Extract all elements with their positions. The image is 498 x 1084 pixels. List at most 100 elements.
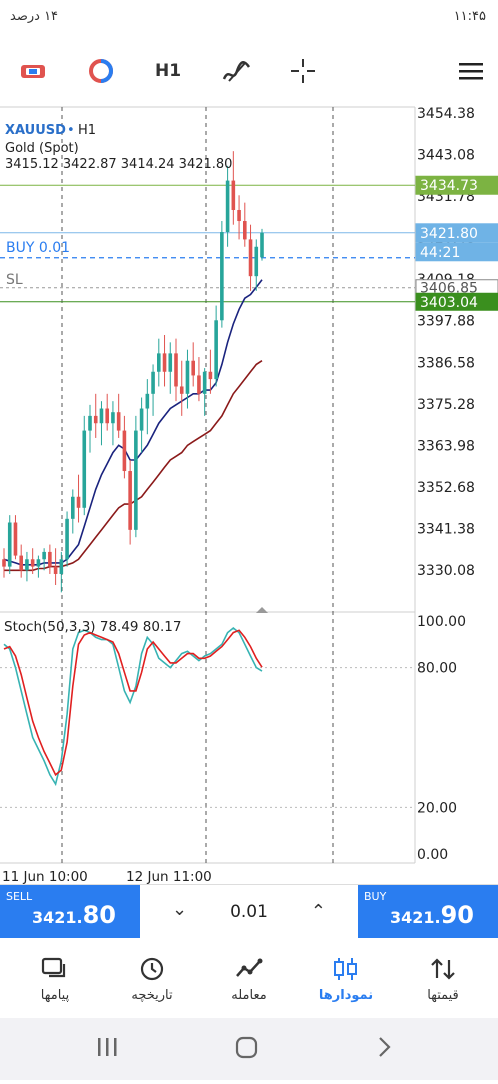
candle-body	[116, 412, 121, 431]
candle-body	[202, 371, 207, 394]
candle	[162, 334, 167, 387]
candle	[71, 489, 75, 534]
charts-icon	[334, 958, 357, 980]
candle	[42, 548, 46, 571]
home-button[interactable]	[235, 1036, 258, 1059]
candle-body	[93, 415, 98, 424]
nav-messages[interactable]: پیامها	[5, 938, 105, 1018]
candle-body	[231, 180, 236, 210]
candle	[53, 548, 58, 586]
candle	[76, 474, 81, 523]
menu-button[interactable]	[456, 55, 486, 87]
nav-trade[interactable]: معامله	[199, 938, 299, 1018]
sell-button[interactable]: SELL 3421.80	[0, 885, 140, 938]
candle-body	[30, 559, 35, 567]
nav-history-label: تاریخچه	[131, 988, 173, 1003]
candle-body	[145, 393, 150, 409]
candle	[220, 221, 224, 328]
candle-body	[99, 408, 104, 424]
buy-button[interactable]: BUY 3421.90	[358, 885, 498, 938]
candle	[59, 551, 64, 593]
candle-body	[260, 232, 264, 258]
price-tick-label: 3397.88	[417, 314, 475, 330]
candle-body	[248, 239, 253, 277]
candle-body	[76, 496, 81, 508]
candle-body	[220, 232, 224, 321]
status-bar: ۱۱:۴۵ ۱۴ درصد	[0, 0, 498, 38]
price-chart[interactable]: 3454.383443.083431.783420.483409.183397.…	[0, 105, 498, 885]
candle	[13, 515, 18, 560]
period-label: H1	[78, 123, 96, 138]
nav-messages-label: پیامها	[40, 988, 70, 1003]
ma-fast-line	[3, 279, 263, 566]
candle	[214, 305, 218, 387]
candle-body	[237, 209, 241, 222]
pane-resize-handle[interactable]	[256, 607, 268, 613]
candle	[243, 202, 247, 247]
chart-toolbar: H1	[0, 45, 498, 97]
candle	[111, 401, 115, 446]
candle	[254, 239, 259, 291]
candle-body	[139, 408, 144, 431]
time-label: 12 Jun 11:00	[126, 869, 212, 885]
price-tick-label: 3454.38	[417, 106, 475, 122]
recents-button[interactable]	[98, 1038, 117, 1056]
increase-lot-button[interactable]: ⌃	[310, 901, 326, 922]
candle	[25, 551, 29, 582]
back-button[interactable]	[379, 1037, 391, 1057]
candle-body	[19, 555, 23, 571]
candle	[139, 397, 144, 453]
candle-body	[7, 522, 12, 567]
candle-body	[71, 496, 75, 519]
lot-value[interactable]: 0.01	[230, 901, 268, 922]
nav-charts[interactable]: نمودارها	[296, 938, 396, 1018]
stoch-label: Stoch(50,3,3) 78.49 80.17	[4, 619, 181, 635]
chart-area[interactable]: 3454.383443.083431.783420.483409.183397.…	[0, 105, 498, 885]
price-tick-label: 3443.08	[417, 148, 475, 164]
candle	[145, 379, 150, 435]
sl-label[interactable]: SL	[6, 272, 23, 288]
candle	[168, 342, 173, 394]
candle	[2, 548, 6, 578]
candle-body	[25, 559, 29, 571]
objects-button[interactable]	[220, 55, 252, 87]
quotes-icon	[431, 958, 455, 980]
candle	[82, 415, 87, 516]
candle	[237, 195, 241, 240]
candle-body	[168, 353, 173, 372]
lot-selector: ⌄ 0.01 ⌃	[140, 885, 358, 938]
candle-body	[134, 430, 138, 530]
bottom-nav: پیامها تاریخچه معامله نمودارها قیمتها	[0, 938, 498, 1018]
nav-history[interactable]: تاریخچه	[102, 938, 202, 1018]
candle-body	[13, 522, 18, 556]
chart-type-button[interactable]	[18, 55, 48, 87]
system-nav-bar	[0, 1018, 498, 1080]
hamburger-icon	[459, 63, 483, 80]
decrease-lot-button[interactable]: ⌄	[172, 899, 188, 920]
candle	[93, 393, 98, 438]
price-tick-label: 3386.58	[417, 355, 475, 371]
timeframe-button[interactable]: H1	[154, 61, 182, 81]
messages-icon	[41, 957, 66, 978]
indicators-button[interactable]	[86, 55, 116, 87]
candle	[88, 404, 92, 453]
candle	[99, 401, 104, 446]
crosshair-button[interactable]	[288, 55, 318, 87]
candle	[231, 151, 236, 225]
bid-price-tag: 3421.80	[420, 226, 478, 242]
candle-body	[128, 471, 132, 530]
sell-label: SELL	[6, 890, 33, 903]
time-label: 11 Jun 10:00	[2, 869, 88, 885]
price-tick-label: 3330.08	[417, 563, 475, 579]
candle-body	[2, 559, 6, 567]
nav-quotes[interactable]: قیمتها	[393, 938, 493, 1018]
stoch-d-line	[3, 629, 263, 777]
candle	[202, 368, 207, 416]
candle-body	[162, 353, 167, 372]
buy-position-label[interactable]: BUY 0.01	[6, 240, 70, 256]
candle	[128, 459, 132, 545]
instrument-name: Gold (Spot)	[5, 141, 79, 156]
candle-body	[82, 430, 87, 508]
crosshair-icon	[291, 59, 315, 83]
candle-body	[105, 408, 109, 424]
